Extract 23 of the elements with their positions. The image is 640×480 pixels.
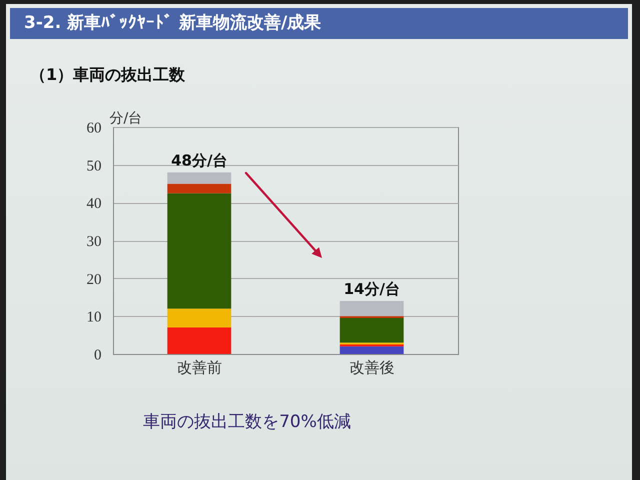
- bar: [340, 301, 404, 316]
- text: 車両の抜出工数を70%低減: [143, 411, 351, 434]
- chart-title: 3-2. 新車ﾊﾞｯｸﾔｰﾄﾞ 新車物流改善/成果: [24, 12, 322, 35]
- total-label: 14分/台: [344, 280, 400, 298]
- y-tick-label: 40: [86, 196, 102, 212]
- y-tick-label: 30: [86, 234, 102, 250]
- x-tick-label: 改善前: [176, 360, 222, 376]
- bar: [167, 184, 232, 194]
- y-tick-label: 10: [86, 310, 102, 326]
- y-axis-title: 分/台: [110, 110, 142, 126]
- bar: [167, 193, 232, 309]
- y-tick-label: 50: [86, 158, 102, 174]
- bar: [167, 172, 232, 184]
- x-tick-label: 改善後: [349, 360, 394, 376]
- y-tick-label: 0: [94, 348, 102, 364]
- bar: [167, 328, 232, 354]
- total-label: 48分/台: [171, 151, 228, 170]
- bar: [167, 308, 232, 328]
- chart-subtitle: （1）車両の抜出工数: [30, 64, 186, 86]
- bar: [340, 318, 404, 343]
- y-tick-label: 20: [86, 272, 102, 288]
- y-tick-label: 60: [86, 120, 102, 136]
- bar: [340, 346, 404, 354]
